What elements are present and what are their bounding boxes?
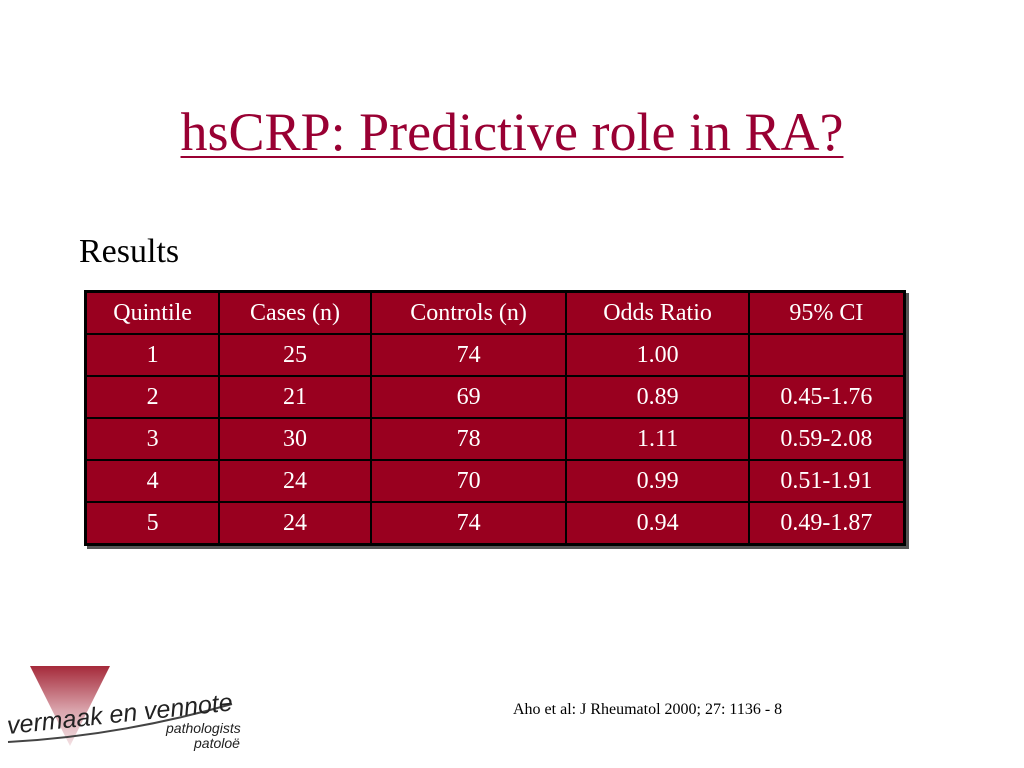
header-quintile: Quintile xyxy=(84,290,221,335)
cell-odds-ratio: 1.00 xyxy=(565,333,750,377)
header-controls: Controls (n) xyxy=(369,290,568,335)
table-row: 5 24 74 0.94 0.49-1.87 xyxy=(84,501,906,546)
logo-line-patoloe: patoloë xyxy=(193,735,240,751)
table-row: 1 25 74 1.00 xyxy=(84,333,906,377)
table-row: 4 24 70 0.99 0.51-1.91 xyxy=(84,459,906,503)
table-row: 3 30 78 1.11 0.59-2.08 xyxy=(84,417,906,461)
cell-ci: 0.59-2.08 xyxy=(747,417,906,461)
cell-controls: 69 xyxy=(369,375,568,419)
cell-controls: 70 xyxy=(369,459,568,503)
cell-controls: 78 xyxy=(369,417,568,461)
cell-ci: 0.45-1.76 xyxy=(747,375,906,419)
cell-ci xyxy=(747,333,906,377)
cell-cases: 21 xyxy=(218,375,372,419)
cell-quintile: 1 xyxy=(84,333,221,377)
cell-controls: 74 xyxy=(369,333,568,377)
slide-title-text: hsCRP: Predictive role in RA? xyxy=(180,102,844,162)
cell-ci: 0.51-1.91 xyxy=(747,459,906,503)
cell-quintile: 4 xyxy=(84,459,221,503)
vermaak-logo: vermaak en vennote pathologists patoloë xyxy=(6,666,241,751)
slide-title: hsCRP: Predictive role in RA? xyxy=(0,100,1024,164)
header-cases: Cases (n) xyxy=(218,290,372,335)
logo-swoosh xyxy=(7,703,233,743)
cell-quintile: 2 xyxy=(84,375,221,419)
results-table: Quintile Cases (n) Controls (n) Odds Rat… xyxy=(84,290,906,546)
cell-controls: 74 xyxy=(369,501,568,546)
cell-cases: 24 xyxy=(218,459,372,503)
cell-quintile: 3 xyxy=(84,417,221,461)
logo-triangle-icon xyxy=(30,666,110,746)
table-row: 2 21 69 0.89 0.45-1.76 xyxy=(84,375,906,419)
citation: Aho et al: J Rheumatol 2000; 27: 1136 - … xyxy=(513,701,783,718)
cell-cases: 25 xyxy=(218,333,372,377)
results-heading: Results xyxy=(79,233,180,270)
cell-odds-ratio: 0.94 xyxy=(565,501,750,546)
cell-odds-ratio: 0.89 xyxy=(565,375,750,419)
cell-cases: 30 xyxy=(218,417,372,461)
cell-cases: 24 xyxy=(218,501,372,546)
logo-line-pathologists: pathologists xyxy=(165,720,241,736)
header-odds-ratio: Odds Ratio xyxy=(565,290,750,335)
table-header-row: Quintile Cases (n) Controls (n) Odds Rat… xyxy=(84,290,906,335)
header-ci: 95% CI xyxy=(747,290,906,335)
cell-odds-ratio: 1.11 xyxy=(565,417,750,461)
cell-quintile: 5 xyxy=(84,501,221,546)
cell-ci: 0.49-1.87 xyxy=(747,501,906,546)
cell-odds-ratio: 0.99 xyxy=(565,459,750,503)
